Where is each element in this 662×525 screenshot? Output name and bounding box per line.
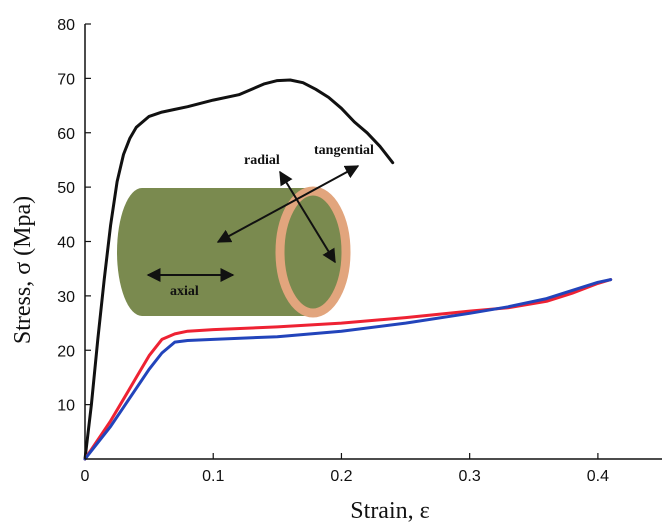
y-tick-label: 20: [57, 343, 75, 360]
y-tick-label: 10: [57, 398, 75, 415]
series-line-2: [83, 278, 613, 461]
y-tick-label: 60: [57, 126, 75, 143]
y-tick-label: 80: [57, 17, 75, 34]
series-layer: [83, 78, 613, 461]
y-tick-label: 70: [57, 71, 75, 88]
annotations-layer: radial tangential axial: [170, 143, 374, 299]
series-line-1: [83, 78, 395, 461]
cylinder-diagram: [117, 165, 360, 318]
x-tick-label: 0: [81, 468, 90, 485]
cylinder-end-ring: [275, 186, 351, 318]
annotation-tangential: tangential: [314, 143, 374, 158]
x-tick-label: 0.2: [330, 468, 352, 485]
y-tick-label: 30: [57, 289, 75, 306]
ticks: 0 0.1 0.2 0.3 0.4 10 20 30 40 50 60 70 80: [57, 17, 609, 485]
x-axis-label: Strain, ε: [350, 498, 429, 524]
series-line-3: [83, 278, 613, 461]
annotation-axial: axial: [170, 284, 199, 299]
x-tick-label: 0.3: [459, 468, 481, 485]
x-tick-label: 0.1: [202, 468, 224, 485]
annotation-radial: radial: [244, 153, 280, 168]
y-axis-label: Stress, σ (Mpa): [10, 196, 36, 344]
x-tick-label: 0.4: [587, 468, 609, 485]
y-tick-label: 50: [57, 180, 75, 197]
y-tick-label: 40: [57, 235, 75, 252]
radial-arrow: [279, 170, 336, 264]
